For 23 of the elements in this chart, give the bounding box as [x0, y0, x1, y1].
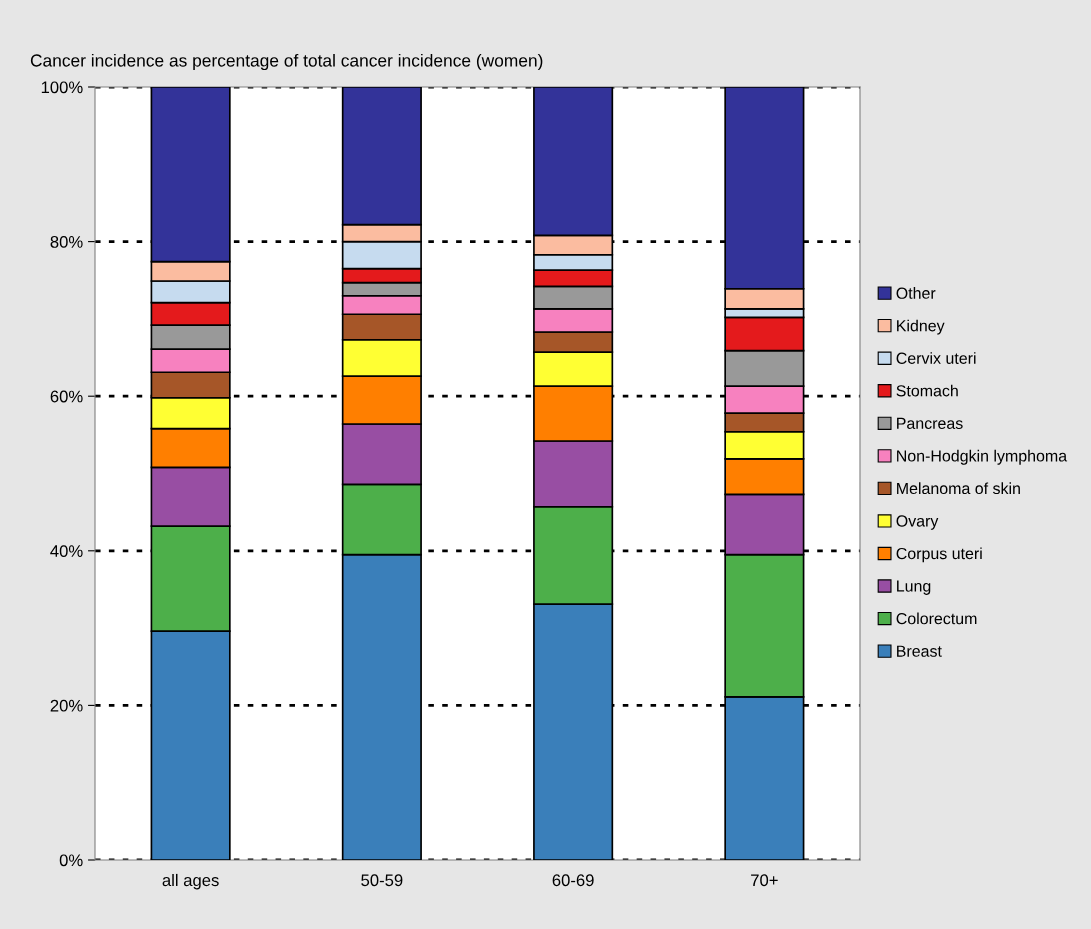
legend-label: Melanoma of skin — [897, 482, 1020, 495]
legend-label: Other — [896, 287, 936, 299]
y-tick-label: 0% — [59, 854, 83, 867]
y-tick-label: 20% — [50, 699, 83, 712]
legend-label: Stomach — [896, 384, 958, 397]
legend-label: Breast — [897, 645, 942, 657]
legend-label: Non-Hodgkin lymphoma — [897, 449, 1068, 465]
legend-label: Colorectum — [896, 612, 977, 625]
x-tick-label: 70+ — [751, 874, 778, 887]
legend-label: Kidney — [897, 319, 945, 335]
x-tick-label: all ages — [162, 873, 219, 890]
legend-label: Corpus uteri — [896, 547, 982, 563]
y-tick-label: 60% — [50, 390, 83, 403]
legend-label: Ovary — [896, 515, 939, 530]
y-tick-label: 80% — [50, 236, 83, 248]
chart-title: Cancer incidence as percentage of total cancer incidence (women) — [30, 53, 543, 71]
legend-label: Pancreas — [897, 417, 963, 430]
x-tick-label: 60-69 — [552, 874, 594, 887]
y-tick-label: 40% — [50, 545, 83, 557]
legend-label: Lung — [897, 580, 931, 595]
x-tick-label: 50-59 — [361, 874, 403, 887]
legend-label: Cervix uteri — [896, 352, 976, 364]
y-tick-label: 100% — [41, 81, 83, 94]
